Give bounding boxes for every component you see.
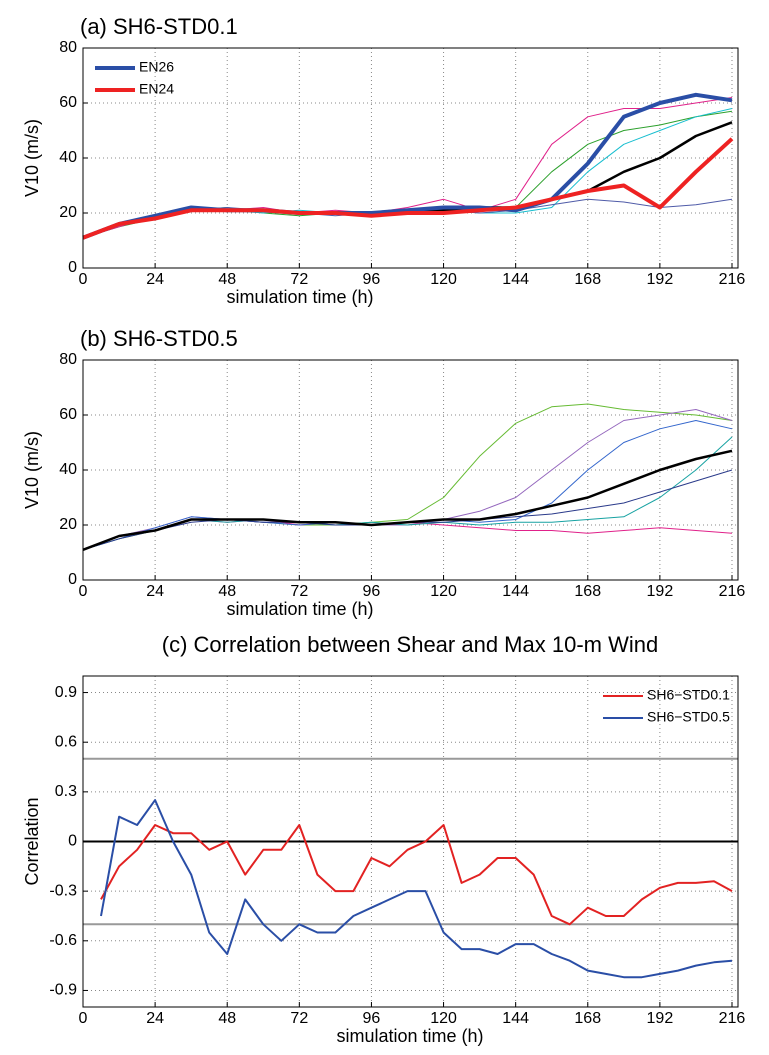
x-tick-label: 144: [502, 1010, 529, 1027]
x-tick-label: 96: [363, 271, 381, 288]
chart-title: (b) SH6-STD0.5: [80, 326, 238, 351]
x-tick-label: 72: [290, 1010, 308, 1027]
y-tick-label: 0: [68, 571, 77, 588]
y-tick-label: 40: [59, 149, 77, 166]
series-line: [82, 436, 733, 551]
chart-title: (a) SH6-STD0.1: [80, 14, 238, 39]
x-tick-label: 120: [430, 271, 457, 288]
series-line: [82, 108, 733, 239]
x-tick-label: 192: [647, 583, 674, 600]
x-tick-label: 144: [502, 271, 529, 288]
series-line: [82, 420, 733, 551]
chart-title: (c) Correlation between Shear and Max 10…: [162, 632, 658, 657]
x-tick-label: 24: [146, 1010, 164, 1027]
y-tick-label: 0.6: [55, 733, 77, 750]
x-axis-label: simulation time (h): [226, 287, 373, 307]
y-tick-label: 0.9: [55, 684, 77, 701]
x-tick-label: 0: [79, 271, 88, 288]
series-line: [82, 137, 734, 240]
x-tick-label: 168: [574, 1010, 601, 1027]
legend-label: EN26: [139, 59, 174, 75]
y-tick-label: -0.9: [49, 982, 77, 999]
series-line: [82, 198, 733, 239]
x-tick-label: 168: [574, 271, 601, 288]
x-tick-label: 24: [146, 271, 164, 288]
x-tick-label: 24: [146, 583, 164, 600]
x-tick-label: 120: [430, 583, 457, 600]
x-tick-label: 168: [574, 583, 601, 600]
x-tick-label: 192: [647, 271, 674, 288]
x-tick-label: 216: [719, 1010, 746, 1027]
series-line: [82, 469, 733, 551]
legend-label: EN24: [139, 81, 174, 97]
y-tick-label: 80: [59, 39, 77, 56]
y-tick-label: 20: [59, 204, 77, 221]
x-tick-label: 48: [218, 1010, 236, 1027]
y-tick-label: 60: [59, 406, 77, 423]
y-axis-label: V10 (m/s): [22, 119, 42, 197]
x-tick-label: 144: [502, 583, 529, 600]
plot-frame: [82, 47, 739, 269]
y-tick-label: 80: [59, 351, 77, 368]
x-tick-label: 48: [218, 583, 236, 600]
series-line: [82, 403, 733, 551]
x-tick-label: 120: [430, 1010, 457, 1027]
x-tick-label: 192: [647, 1010, 674, 1027]
legend-label: SH6−STD0.5: [647, 709, 730, 725]
x-tick-label: 0: [79, 1010, 88, 1027]
y-axis-label: V10 (m/s): [22, 431, 42, 509]
x-tick-label: 96: [363, 583, 381, 600]
x-tick-label: 96: [363, 1010, 381, 1027]
x-tick-label: 72: [290, 271, 308, 288]
y-tick-label: 0.3: [55, 783, 77, 800]
y-tick-label: 0: [68, 259, 77, 276]
y-tick-label: 40: [59, 461, 77, 478]
x-tick-label: 48: [218, 271, 236, 288]
y-tick-label: -0.3: [49, 882, 77, 899]
plot-frame: [82, 359, 739, 581]
series-line: [82, 92, 733, 240]
x-tick-label: 72: [290, 583, 308, 600]
plot-frame: [82, 675, 739, 1008]
x-tick-label: 0: [79, 583, 88, 600]
y-tick-label: 20: [59, 516, 77, 533]
series-line: [100, 799, 733, 979]
x-axis-label: simulation time (h): [336, 1026, 483, 1046]
series-line: [100, 824, 733, 926]
y-axis-label: Correlation: [22, 797, 42, 885]
y-tick-label: 0: [68, 833, 77, 850]
x-tick-label: 216: [719, 583, 746, 600]
y-tick-label: -0.6: [49, 932, 77, 949]
x-tick-label: 216: [719, 271, 746, 288]
series-line: [82, 449, 733, 551]
y-tick-label: 60: [59, 94, 77, 111]
x-axis-label: simulation time (h): [226, 599, 373, 619]
series-line: [82, 110, 733, 239]
legend-label: SH6−STD0.1: [647, 687, 730, 703]
